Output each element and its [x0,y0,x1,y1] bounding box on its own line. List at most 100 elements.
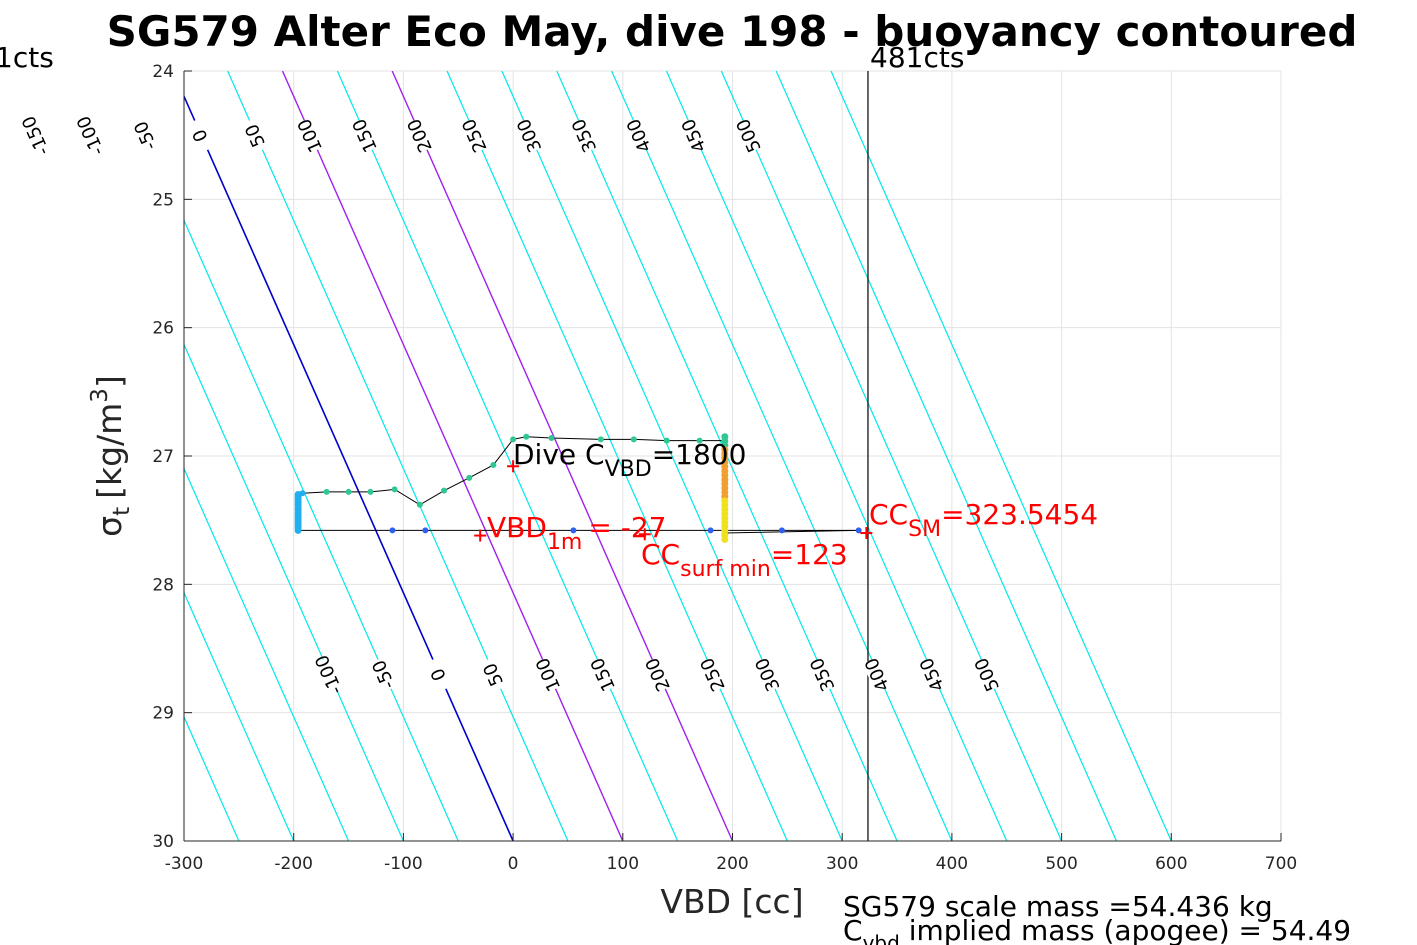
y-label-sigma: σ [90,516,129,537]
right-cts-label: 481cts [870,41,964,74]
y-tick-label: 24 [152,62,174,82]
x-tick-label: -100 [384,854,423,874]
contour-label-bg [643,655,675,693]
vbd1m-annotation: VBD1m = -27 [487,511,666,555]
contour-label-bg [569,116,601,154]
contour-line [184,343,404,841]
contour-label-bg [862,655,894,693]
dive-point [294,526,302,534]
contour-line [775,71,1117,841]
footer-c-main: C [843,914,863,945]
y-label-sup: 3 [87,388,113,403]
dive-point [778,527,785,534]
footer-c-sub: vbd [863,931,900,945]
dive-point [422,527,429,534]
dive-point [855,527,862,534]
dive-c-sub: VBD [605,457,652,482]
contour-line [391,71,734,841]
contour-label-bg [588,655,620,693]
axes-frame [183,70,1282,842]
y-tick-label: 28 [152,575,174,595]
contour-label-bg [679,116,711,154]
vbd1m-sub: 1m [547,530,582,555]
contour-label-bg [917,655,949,693]
contour-label-bg [295,116,327,154]
y-label-close: ] [90,375,129,388]
dive-point [523,433,530,440]
contour-label-bg [478,655,510,693]
contour-label-bg [972,655,1004,693]
footer-implied-mass: Cvbd implied mass (apogee) = 54.49 [843,914,1351,945]
contour-label-bg [314,655,346,693]
dive-path [294,433,862,543]
y-tick-label: 25 [152,190,174,210]
dive-point [696,437,703,444]
contour-line [611,71,953,841]
x-tick-label: -300 [165,854,204,874]
dive-point [367,488,374,495]
dive-point [345,488,352,495]
ccsurf-annotation: CCsurf min=123 [641,538,848,582]
dive-c-main: Dive C [513,438,605,471]
dive-c-value: =1800 [652,438,747,471]
ccsurf-sub: surf min [680,557,771,582]
contour-label-bg [734,116,766,154]
contour-line [0,71,19,841]
contour-label-bg [514,116,546,154]
contour-line [184,218,459,841]
ccsurf-main: CC [641,538,680,571]
contour-label-bg [533,655,565,693]
dive-point [490,461,497,468]
dive-point [570,527,577,534]
footer-c-rest: implied mass (apogee) = 54.49 [900,914,1351,945]
dive-point [389,527,396,534]
x-tick-label: 0 [508,854,519,874]
contour-label-bg [240,116,272,154]
contour-label-bg [423,655,455,693]
x-tick-label: 700 [1265,854,1297,874]
ccsm-sub: SM [908,517,941,542]
contour-line [227,71,569,841]
y-tick-label: 30 [152,832,174,852]
ccsm-annotation: CCSM=323.5454 [869,498,1098,542]
vbd1m-value: = -27 [588,511,666,544]
y-label-sub: t [109,507,135,516]
contour-line [0,71,74,841]
contour-label-bg [368,655,401,693]
x-tick-label: 400 [936,854,968,874]
vbd1m-main: VBD [487,511,547,544]
dive-point [466,474,473,481]
contour-label-bg [350,116,382,154]
dive-point [630,436,637,443]
contour-label-bg [624,116,656,154]
ccsm-value: =323.5454 [941,498,1098,531]
x-tick-label: 100 [607,854,639,874]
contour-label-top: -100 [73,112,109,158]
contour-label-top: -150 [18,112,54,158]
dive-point [597,436,604,443]
contour-line [720,71,1063,841]
dive-point [416,501,423,508]
red-markers [474,460,873,542]
grid-lines [183,70,1282,842]
contour-label-bg [807,655,839,693]
left-cts-label: 1cts [0,41,54,74]
y-label-units: [kg/m [90,403,129,499]
contour-label-bg [185,116,217,154]
x-axis-label: VBD [cc] [660,882,803,921]
tick-labels: -300 -200 -100 0 100 200 300 400 500 600 700 24 25 26… [152,62,1297,874]
dive-point [323,488,330,495]
contour-line [336,71,679,841]
dive-point [510,436,517,443]
dive-point [391,486,398,493]
x-tick-label: 500 [1045,854,1077,874]
contour-label-bg [698,655,730,693]
contour-label-bg [130,116,162,154]
contour-line [281,71,624,841]
contour-label-bg [459,116,492,154]
contour-line [184,94,514,841]
ccsurf-value: =123 [771,538,848,571]
contour-line [184,467,350,841]
dive-c-annotation: Dive CVBD=1800 [513,438,746,482]
contour-label-bg [752,655,785,693]
